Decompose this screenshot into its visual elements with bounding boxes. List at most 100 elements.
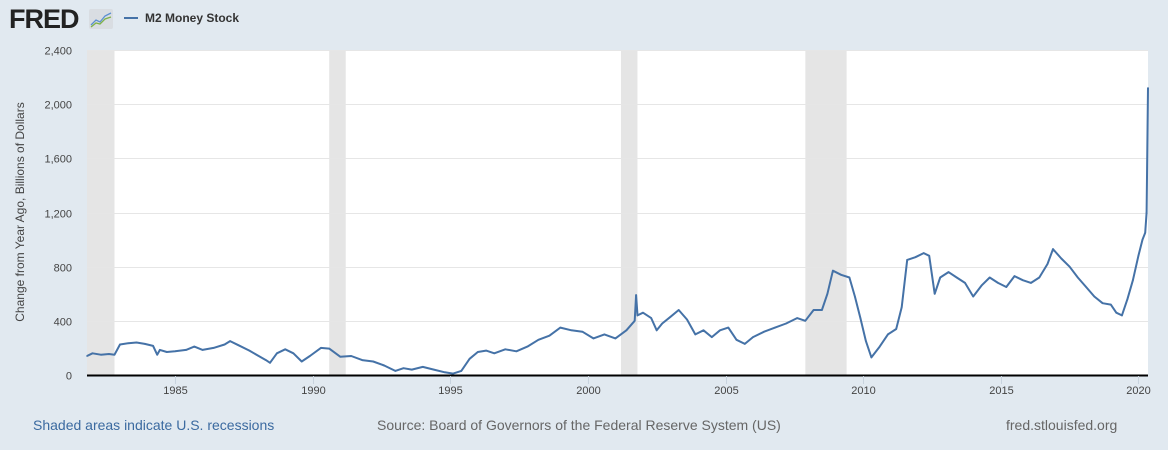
data-point	[309, 355, 311, 357]
data-point	[284, 348, 287, 351]
data-point	[328, 347, 331, 350]
data-point	[848, 276, 851, 279]
data-point	[1141, 238, 1144, 241]
data-point	[859, 317, 862, 319]
data-point	[86, 355, 88, 357]
x-tick-label: 2015	[989, 385, 1013, 397]
recession-band	[620, 50, 638, 375]
data-point	[642, 311, 644, 314]
y-axis-ticks: 0 400 800 1,200 1,600 2,000 2,400	[44, 46, 72, 383]
data-point	[763, 330, 765, 333]
chart: 0 400 800 1,200 1,600 2,000 2,400 1985 1990 1995…	[13, 46, 1151, 398]
data-point	[1085, 286, 1087, 288]
x-tick-label: 1990	[301, 385, 325, 397]
data-point	[276, 352, 278, 355]
data-point	[1013, 275, 1016, 277]
data-point	[826, 293, 829, 295]
data-point	[144, 343, 146, 345]
data-point	[812, 309, 815, 311]
data-point	[1022, 279, 1024, 282]
data-point	[422, 366, 424, 368]
data-point	[933, 293, 936, 295]
data-point	[256, 354, 259, 357]
data-point	[972, 295, 974, 298]
data-point	[485, 349, 487, 352]
data-point	[785, 322, 787, 325]
data-point	[774, 326, 776, 329]
data-point	[865, 340, 867, 342]
data-point	[1038, 276, 1041, 279]
data-point	[988, 276, 991, 279]
data-point	[1068, 265, 1071, 268]
source-text: Source: Board of Governors of the Federa…	[377, 417, 781, 433]
data-point	[669, 316, 672, 318]
data-point	[237, 344, 240, 347]
data-point	[635, 294, 637, 296]
data-point	[997, 282, 999, 284]
data-point	[744, 343, 746, 345]
legend[interactable]: M2 Money Stock	[124, 11, 239, 25]
data-point	[686, 318, 688, 321]
data-point	[433, 368, 435, 371]
data-point	[477, 351, 479, 353]
data-point	[821, 309, 823, 311]
recession-band	[805, 50, 847, 375]
gridlines	[87, 50, 1148, 322]
data-point	[592, 337, 595, 340]
data-point	[91, 352, 94, 355]
data-point	[119, 343, 121, 346]
data-point	[1132, 279, 1134, 282]
data-point	[650, 317, 652, 319]
plot-area	[87, 50, 1148, 375]
data-point	[108, 353, 110, 355]
data-point	[212, 347, 215, 349]
data-point	[804, 320, 807, 322]
series-line-m2	[86, 87, 1149, 375]
x-tick-label: 2000	[576, 385, 600, 397]
data-point	[166, 351, 168, 353]
data-point	[350, 355, 353, 357]
data-point	[603, 333, 606, 336]
x-tick-label: 2020	[1126, 385, 1150, 397]
data-point	[504, 348, 507, 351]
data-point	[411, 368, 413, 371]
data-point	[135, 341, 138, 344]
data-point	[633, 320, 636, 322]
data-point	[127, 342, 130, 345]
data-point	[185, 349, 187, 351]
data-point	[444, 371, 446, 374]
data-point	[854, 295, 856, 298]
data-point	[452, 372, 454, 375]
data-point	[100, 353, 102, 356]
data-point	[694, 333, 697, 336]
data-point	[840, 274, 842, 276]
data-point	[955, 276, 958, 279]
data-point	[1137, 255, 1140, 257]
fred-logo[interactable]: FRED	[9, 4, 79, 34]
data-point	[1147, 87, 1149, 89]
data-point	[677, 309, 680, 311]
data-point	[914, 256, 917, 259]
data-point	[468, 358, 471, 360]
data-point	[878, 345, 881, 348]
data-point	[1093, 295, 1096, 298]
data-point	[1101, 302, 1104, 305]
data-point	[537, 339, 540, 341]
data-point	[1052, 248, 1054, 250]
recession-band	[87, 50, 115, 375]
data-point	[292, 352, 295, 355]
legend-line-swatch	[124, 17, 138, 19]
recession-note-link[interactable]: Shaded areas indicate U.S. recessions	[33, 417, 275, 433]
data-point	[394, 370, 397, 372]
data-point	[515, 350, 518, 353]
data-point	[383, 364, 386, 367]
site-link[interactable]: fred.stlouisfed.org	[1006, 417, 1118, 433]
data-point	[174, 350, 176, 353]
data-point	[922, 252, 925, 254]
data-point	[1145, 211, 1148, 214]
data-point	[1126, 298, 1129, 301]
legend-label: M2 Money Stock	[145, 11, 240, 25]
data-point	[661, 322, 663, 325]
data-point	[727, 326, 730, 329]
data-point	[1115, 311, 1118, 314]
